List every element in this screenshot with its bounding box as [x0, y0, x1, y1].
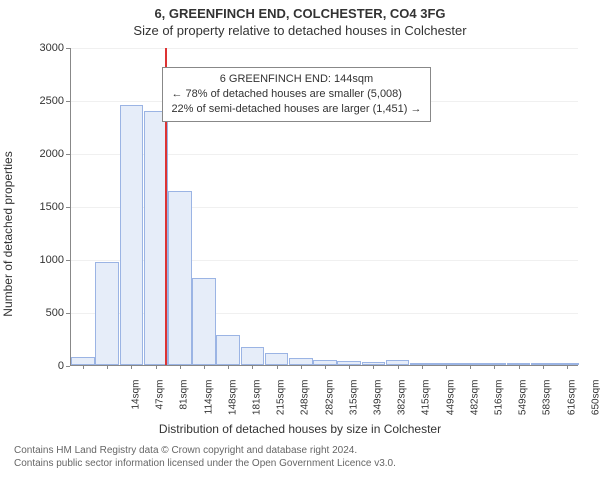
- y-tick-label: 0: [12, 360, 64, 372]
- x-tick-label: 148sqm: [227, 380, 238, 430]
- x-tick-mark: [349, 365, 350, 369]
- annotation-box: 6 GREENFINCH END: 144sqm ← 78% of detach…: [162, 67, 430, 122]
- x-tick-label: 14sqm: [131, 380, 142, 430]
- x-tick-label: 549sqm: [518, 380, 529, 430]
- x-tick-mark: [228, 365, 229, 369]
- histogram-bar: [289, 358, 313, 365]
- x-tick-label: 282sqm: [324, 380, 335, 430]
- page-title: 6, GREENFINCH END, COLCHESTER, CO4 3FG: [0, 6, 600, 21]
- x-tick-label: 215sqm: [276, 380, 287, 430]
- y-tick-label: 2500: [12, 95, 64, 107]
- histogram-bar: [241, 347, 265, 365]
- y-tick-label: 3000: [12, 42, 64, 54]
- x-tick-label: 650sqm: [590, 380, 600, 430]
- x-tick-mark: [470, 365, 471, 369]
- histogram-bar: [95, 262, 119, 365]
- y-axis-label: Number of detached properties: [1, 151, 15, 316]
- x-tick-mark: [180, 365, 181, 369]
- x-tick-mark: [325, 365, 326, 369]
- x-tick-mark: [373, 365, 374, 369]
- y-tick-label: 2000: [12, 148, 64, 160]
- histogram-bar: [192, 278, 216, 365]
- x-tick-label: 47sqm: [155, 380, 166, 430]
- y-tick-label: 1000: [12, 254, 64, 266]
- y-tick-mark: [66, 101, 70, 102]
- annotation-line-3: 22% of semi-detached houses are larger (…: [171, 102, 421, 117]
- x-tick-mark: [107, 365, 108, 369]
- x-tick-mark: [567, 365, 568, 369]
- x-tick-mark: [494, 365, 495, 369]
- histogram-bar: [120, 105, 144, 365]
- annotation-line-2: ← 78% of detached houses are smaller (5,…: [171, 87, 421, 102]
- x-tick-label: 181sqm: [252, 380, 263, 430]
- footer-line-2: Contains public sector information licen…: [14, 457, 586, 470]
- y-tick-label: 1500: [12, 201, 64, 213]
- y-tick-mark: [66, 366, 70, 367]
- y-tick-mark: [66, 48, 70, 49]
- histogram-bar: [144, 111, 168, 365]
- x-tick-mark: [156, 365, 157, 369]
- histogram-bar: [216, 335, 240, 365]
- x-tick-mark: [277, 365, 278, 369]
- x-tick-label: 415sqm: [421, 380, 432, 430]
- x-tick-label: 114sqm: [203, 380, 214, 430]
- x-tick-label: 248sqm: [300, 380, 311, 430]
- x-tick-label: 382sqm: [397, 380, 408, 430]
- x-tick-mark: [301, 365, 302, 369]
- y-tick-mark: [66, 260, 70, 261]
- footer-attribution: Contains HM Land Registry data © Crown c…: [14, 444, 586, 470]
- x-tick-label: 449sqm: [445, 380, 456, 430]
- x-tick-mark: [204, 365, 205, 369]
- y-tick-label: 500: [12, 307, 64, 319]
- x-tick-mark: [398, 365, 399, 369]
- x-tick-label: 616sqm: [566, 380, 577, 430]
- annotation-line-1: 6 GREENFINCH END: 144sqm: [171, 72, 421, 87]
- x-tick-mark: [83, 365, 84, 369]
- gridline: [71, 48, 578, 49]
- histogram-bar: [71, 357, 95, 365]
- plot-area: 6 GREENFINCH END: 144sqm ← 78% of detach…: [70, 48, 578, 366]
- x-tick-mark: [252, 365, 253, 369]
- x-tick-mark: [131, 365, 132, 369]
- y-tick-mark: [66, 207, 70, 208]
- y-tick-mark: [66, 313, 70, 314]
- x-tick-label: 482sqm: [469, 380, 480, 430]
- y-tick-mark: [66, 154, 70, 155]
- footer-line-1: Contains HM Land Registry data © Crown c…: [14, 444, 586, 457]
- x-tick-label: 516sqm: [493, 380, 504, 430]
- histogram-chart: Number of detached properties 6 GREENFIN…: [12, 44, 588, 424]
- x-tick-mark: [446, 365, 447, 369]
- x-tick-mark: [543, 365, 544, 369]
- x-tick-mark: [422, 365, 423, 369]
- x-tick-label: 315sqm: [348, 380, 359, 430]
- histogram-bar: [265, 353, 289, 365]
- page-subtitle: Size of property relative to detached ho…: [0, 23, 600, 38]
- x-tick-label: 81sqm: [179, 380, 190, 430]
- x-tick-label: 349sqm: [373, 380, 384, 430]
- x-tick-mark: [519, 365, 520, 369]
- x-tick-label: 583sqm: [542, 380, 553, 430]
- histogram-bar: [168, 191, 192, 365]
